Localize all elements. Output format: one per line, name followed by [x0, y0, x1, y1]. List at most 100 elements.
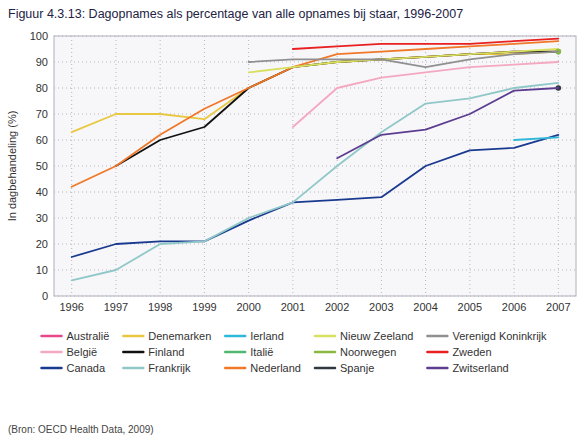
series-line: [116, 52, 558, 166]
legend-swatch: [225, 335, 245, 338]
tick-label: 1998: [148, 301, 172, 313]
series-line: [293, 62, 558, 127]
legend-swatch: [42, 367, 62, 370]
legend-label: Australië: [67, 330, 110, 342]
grid-line: [514, 36, 515, 296]
series-line: [72, 41, 559, 187]
legend-swatch: [123, 351, 143, 354]
legend-entry: België: [42, 346, 98, 358]
legend-entry: Zweden: [427, 346, 491, 358]
chart: Figuur 4.3.13: Dagopnames als percentage…: [0, 0, 588, 441]
legend-entry: Spanje: [315, 362, 374, 374]
tick-label: 1999: [192, 301, 216, 313]
legend-entry: Denemarken: [123, 330, 211, 342]
legend-entry: Ierland: [225, 330, 284, 342]
legend-label: Italië: [250, 346, 273, 358]
legend-label: Verenigd Koninkrijk: [452, 330, 547, 342]
tick-label: 0: [42, 290, 48, 302]
grid-line: [54, 140, 576, 141]
legend-entry: Verenigd Koninkrijk: [427, 330, 547, 342]
legend-swatch: [315, 335, 335, 338]
legend-entry: Finland: [123, 346, 184, 358]
tick-label: 2003: [369, 301, 393, 313]
grid-line: [54, 192, 576, 193]
grid: [54, 36, 576, 296]
grid-line: [204, 36, 205, 296]
tick-label: 50: [36, 160, 48, 172]
legend-label: België: [67, 346, 98, 358]
axis-label: In dagbehandeling (%): [6, 111, 18, 222]
tick-label: 2005: [458, 301, 482, 313]
grid-line: [54, 62, 576, 63]
legend-swatch: [123, 367, 143, 370]
tick-label: 100: [30, 30, 48, 42]
grid-line: [54, 88, 576, 89]
tick-label: 10: [36, 264, 48, 276]
legend-label: Nieuw Zeeland: [340, 330, 413, 342]
series-line: [249, 49, 559, 72]
tick-label: 70: [36, 108, 48, 120]
series-line: [72, 135, 559, 257]
legend-swatch: [315, 351, 335, 354]
grid-line: [54, 218, 576, 219]
legend-label: Finland: [148, 346, 184, 358]
legend-swatch: [427, 367, 447, 370]
legend-swatch: [225, 351, 245, 354]
legend-label: Spanje: [340, 362, 374, 374]
grid-line: [160, 36, 161, 296]
legend-label: Zwitserland: [452, 362, 508, 374]
tick-label: 1996: [59, 301, 83, 313]
series-line: [514, 137, 558, 140]
title: Figuur 4.3.13: Dagopnames als percentage…: [8, 7, 463, 21]
series-line: [72, 83, 559, 281]
grid-line: [558, 36, 559, 296]
legend-swatch: [225, 367, 245, 370]
legend-entry: Zwitserland: [427, 362, 508, 374]
series-line: [249, 52, 559, 68]
legend-swatch: [42, 351, 62, 354]
legend-entry: Italië: [225, 346, 273, 358]
legend-label: Frankrijk: [148, 362, 191, 374]
tick-label: 2004: [413, 301, 437, 313]
tick-label: 60: [36, 134, 48, 146]
grid-line: [292, 36, 293, 296]
legend-entry: Nederland: [225, 362, 301, 374]
tick-label: 30: [36, 212, 48, 224]
plot-frame: [54, 36, 576, 296]
source: (Bron: OECD Health Data, 2009): [8, 424, 154, 435]
tick-label: 2001: [281, 301, 305, 313]
tick-label: 80: [36, 82, 48, 94]
tick-label: 90: [36, 56, 48, 68]
tick-label: 2000: [236, 301, 260, 313]
legend-swatch: [427, 351, 447, 354]
legend-label: Nederland: [250, 362, 301, 374]
legend-swatch: [42, 335, 62, 338]
series-line: [337, 88, 558, 158]
grid-line: [381, 36, 382, 296]
legend-swatch: [123, 335, 143, 338]
legend-label: Ierland: [250, 330, 284, 342]
legend-entry: Nieuw Zeeland: [315, 330, 413, 342]
grid-line: [54, 270, 576, 271]
tick-label: 40: [36, 186, 48, 198]
legend-label: Denemarken: [148, 330, 211, 342]
legend-label: Canada: [67, 362, 106, 374]
series-group: [72, 39, 561, 281]
legend-entry: Canada: [42, 362, 106, 374]
legend: Australië België Canada Denemarken Finland Fr…: [42, 330, 548, 374]
legend-label: Noorwegen: [340, 346, 396, 358]
legend-label: Zweden: [452, 346, 491, 358]
grid-line: [469, 36, 470, 296]
legend-swatch: [315, 367, 335, 370]
series-line: [72, 52, 559, 133]
tick-label: 2002: [325, 301, 349, 313]
series-line: [293, 39, 558, 49]
tick-label: 2006: [502, 301, 526, 313]
grid-line: [54, 166, 576, 167]
legend-entry: Frankrijk: [123, 362, 191, 374]
tick-label: 1997: [104, 301, 128, 313]
legend-entry: Australië: [42, 330, 110, 342]
legend-swatch: [427, 335, 447, 338]
grid-line: [248, 36, 249, 296]
tick-label: 20: [36, 238, 48, 250]
